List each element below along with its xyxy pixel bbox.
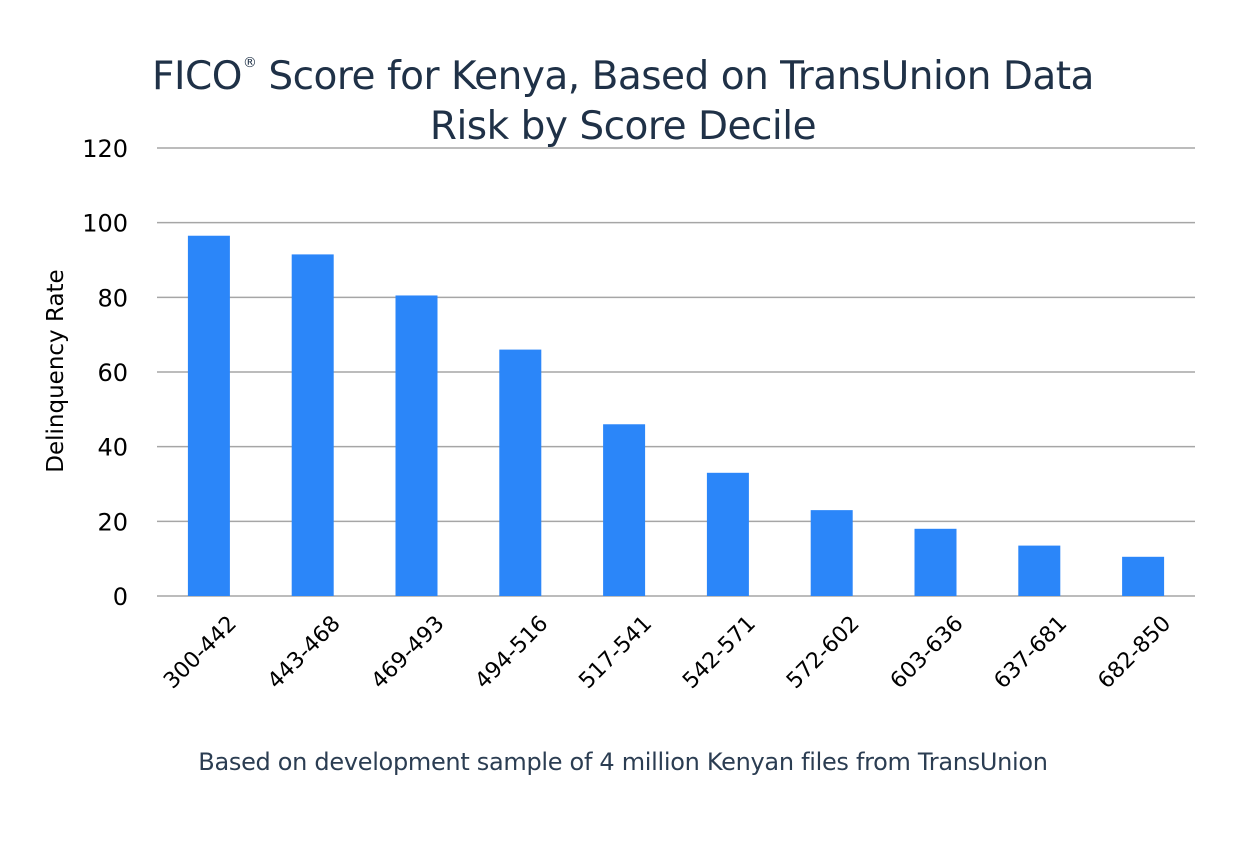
bar-603-636 xyxy=(914,528,957,596)
x-tick-label: 603-636 xyxy=(886,611,969,694)
bar-682-850 xyxy=(1122,556,1165,596)
y-tick-label: 60 xyxy=(97,359,128,387)
bar-542-571 xyxy=(706,472,749,596)
title-suffix: Score for Kenya, Based on TransUnion Dat… xyxy=(256,54,1094,99)
bar-469-493 xyxy=(395,295,438,596)
bar-572-602 xyxy=(810,510,853,596)
x-tick-label: 469-493 xyxy=(367,611,450,694)
bar-443-468 xyxy=(291,254,334,596)
registered-mark: ® xyxy=(242,55,257,71)
bar-517-541 xyxy=(603,424,646,596)
chart-title-line-2: Risk by Score Decile xyxy=(429,104,817,149)
y-tick-label: 20 xyxy=(97,508,128,536)
chart-title-line-1: FICO® Score for Kenya, Based on TransUni… xyxy=(0,38,1246,102)
x-tick-label: 637-681 xyxy=(990,611,1073,694)
y-tick-label: 120 xyxy=(82,135,128,163)
chart-title: FICO® Score for Kenya, Based on TransUni… xyxy=(0,38,1246,152)
y-tick-labels: 0 20 40 60 80 100 120 xyxy=(82,135,128,611)
x-tick-label: 300-442 xyxy=(159,611,242,694)
title-prefix: FICO xyxy=(152,54,242,99)
bar-637-681 xyxy=(1018,545,1061,596)
bar-494-516 xyxy=(499,349,542,596)
x-tick-label: 494-516 xyxy=(471,611,554,694)
x-tick-labels: 300-442 443-468 469-493 494-516 517-541 542-5… xyxy=(159,611,1176,694)
x-tick-label: 443-468 xyxy=(263,611,346,694)
x-tick-label: 682-850 xyxy=(1093,611,1176,694)
x-tick-label: 572-602 xyxy=(782,611,865,694)
footnote: Based on development sample of 4 million… xyxy=(198,748,1048,776)
bars xyxy=(187,235,1165,596)
y-tick-label: 0 xyxy=(113,583,128,611)
y-axis-label: Delinquency Rate xyxy=(43,269,69,472)
bar-300-442 xyxy=(187,235,230,596)
y-tick-label: 100 xyxy=(82,210,128,238)
x-tick-label: 542-571 xyxy=(678,611,761,694)
x-tick-label: 517-541 xyxy=(574,611,657,694)
y-tick-label: 40 xyxy=(97,434,128,462)
y-tick-label: 80 xyxy=(97,284,128,312)
